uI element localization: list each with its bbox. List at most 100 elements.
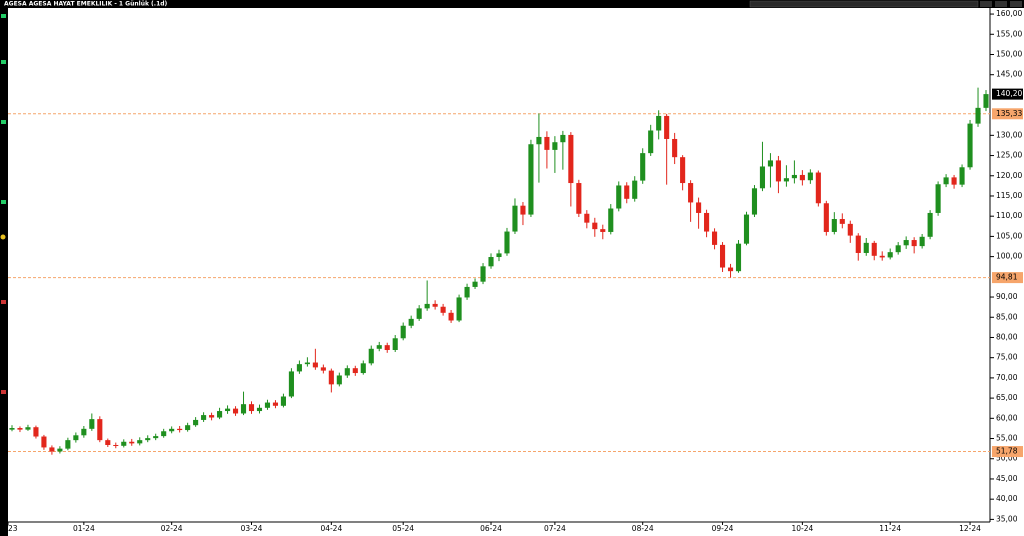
candle-body — [280, 396, 286, 406]
candle-body — [759, 166, 766, 189]
candle-body — [704, 212, 710, 232]
level-label: 94,81 — [996, 273, 1018, 282]
y-tick-label: 130,00 — [996, 130, 1022, 139]
candle-body — [288, 371, 294, 397]
candle-body — [959, 167, 965, 185]
candle-body — [592, 222, 598, 230]
candle-body — [264, 402, 271, 408]
candle-body — [472, 281, 478, 287]
level-badge — [992, 446, 1023, 458]
candle-body — [360, 363, 366, 374]
candle-body — [552, 142, 558, 150]
candle-body — [480, 266, 486, 282]
candle-body — [352, 368, 358, 374]
y-tick-label: 150,00 — [996, 49, 1022, 58]
candle-body — [424, 303, 430, 309]
candle-body — [895, 245, 901, 253]
candle-body — [520, 205, 526, 215]
y-tick-label: 45,00 — [996, 474, 1018, 483]
candle-body — [201, 415, 207, 420]
toolbar-button[interactable] — [980, 1, 992, 7]
candle-body — [224, 408, 231, 412]
y-tick-label: 60,00 — [996, 413, 1018, 422]
candle-body — [927, 212, 933, 237]
candle-body — [608, 208, 614, 232]
toolbar-button[interactable] — [1010, 1, 1022, 7]
y-tick-label: 65,00 — [996, 393, 1018, 402]
candle-body — [743, 214, 750, 244]
last-price-badge — [992, 88, 1023, 100]
candle-body — [919, 236, 925, 247]
candle-body — [855, 235, 861, 253]
candle-body — [735, 243, 742, 272]
candle-body — [943, 177, 949, 185]
x-tick-label: 05-24 — [392, 524, 414, 533]
candle-body — [9, 428, 15, 430]
candle-body — [616, 185, 622, 209]
y-tick-label: 50,00 — [996, 454, 1018, 463]
candle-body — [831, 219, 837, 232]
candle-body — [376, 345, 382, 349]
candle-body — [624, 185, 630, 199]
candle-body — [49, 447, 55, 452]
tool-icon[interactable] — [1, 14, 6, 18]
tool-icon[interactable] — [1, 200, 6, 204]
candle-body — [304, 362, 310, 365]
candle-body — [97, 419, 103, 441]
candle-body — [680, 157, 686, 184]
level-label: 135,33 — [996, 109, 1022, 118]
candle-body — [664, 115, 670, 139]
candle-body — [600, 229, 606, 232]
x-tick-label: 08-24 — [632, 524, 654, 533]
candle-body — [719, 244, 726, 268]
y-tick-label: 160,00 — [996, 9, 1022, 18]
candle-body — [248, 404, 255, 412]
y-tick-label: 100,00 — [996, 252, 1022, 261]
candle-body — [121, 441, 127, 446]
candle-body — [767, 160, 774, 167]
candle-body — [839, 219, 845, 224]
candle-body — [129, 441, 135, 444]
y-tick-label: 70,00 — [996, 373, 1018, 382]
toolbar-button[interactable] — [995, 1, 1007, 7]
candle-body — [544, 136, 550, 150]
candle-body — [25, 427, 31, 430]
tool-icon[interactable] — [1, 60, 6, 64]
candle-body — [871, 242, 877, 256]
y-tick-label: 85,00 — [996, 312, 1018, 321]
candle-body — [823, 203, 829, 232]
tool-icon[interactable] — [0, 234, 6, 240]
candle-body — [536, 136, 542, 145]
candle-body — [967, 123, 973, 168]
tool-icon[interactable] — [1, 120, 6, 124]
x-tick-label: 09-24 — [712, 524, 734, 533]
y-tick-label: 145,00 — [996, 70, 1022, 79]
candle-body — [113, 445, 119, 446]
candle-body — [672, 138, 678, 158]
candle-body — [512, 205, 518, 232]
candle-body — [799, 174, 805, 181]
tool-icon[interactable] — [1, 300, 6, 304]
y-tick-label: 90,00 — [996, 292, 1018, 301]
candle-body — [656, 115, 662, 131]
candle-body — [81, 428, 87, 436]
candle-body — [696, 202, 702, 213]
x-tick-label: 01-24 — [73, 524, 95, 533]
toolbar-strip — [749, 0, 979, 8]
candle-body — [177, 428, 183, 431]
level-badge — [992, 272, 1023, 284]
candle-body — [640, 153, 646, 181]
candle-body — [775, 160, 781, 182]
candle-body — [217, 411, 223, 418]
tool-icon[interactable] — [1, 390, 6, 394]
x-tick-label: 04-24 — [320, 524, 342, 533]
candle-body — [408, 318, 414, 326]
candle-body — [568, 134, 574, 184]
candle-body — [903, 240, 909, 246]
candle-body — [815, 172, 821, 204]
candle-body — [951, 177, 957, 185]
candle-body — [344, 368, 350, 376]
toolbar — [749, 0, 1022, 8]
candle-body — [432, 303, 438, 307]
level-label: 51,78 — [996, 447, 1018, 456]
